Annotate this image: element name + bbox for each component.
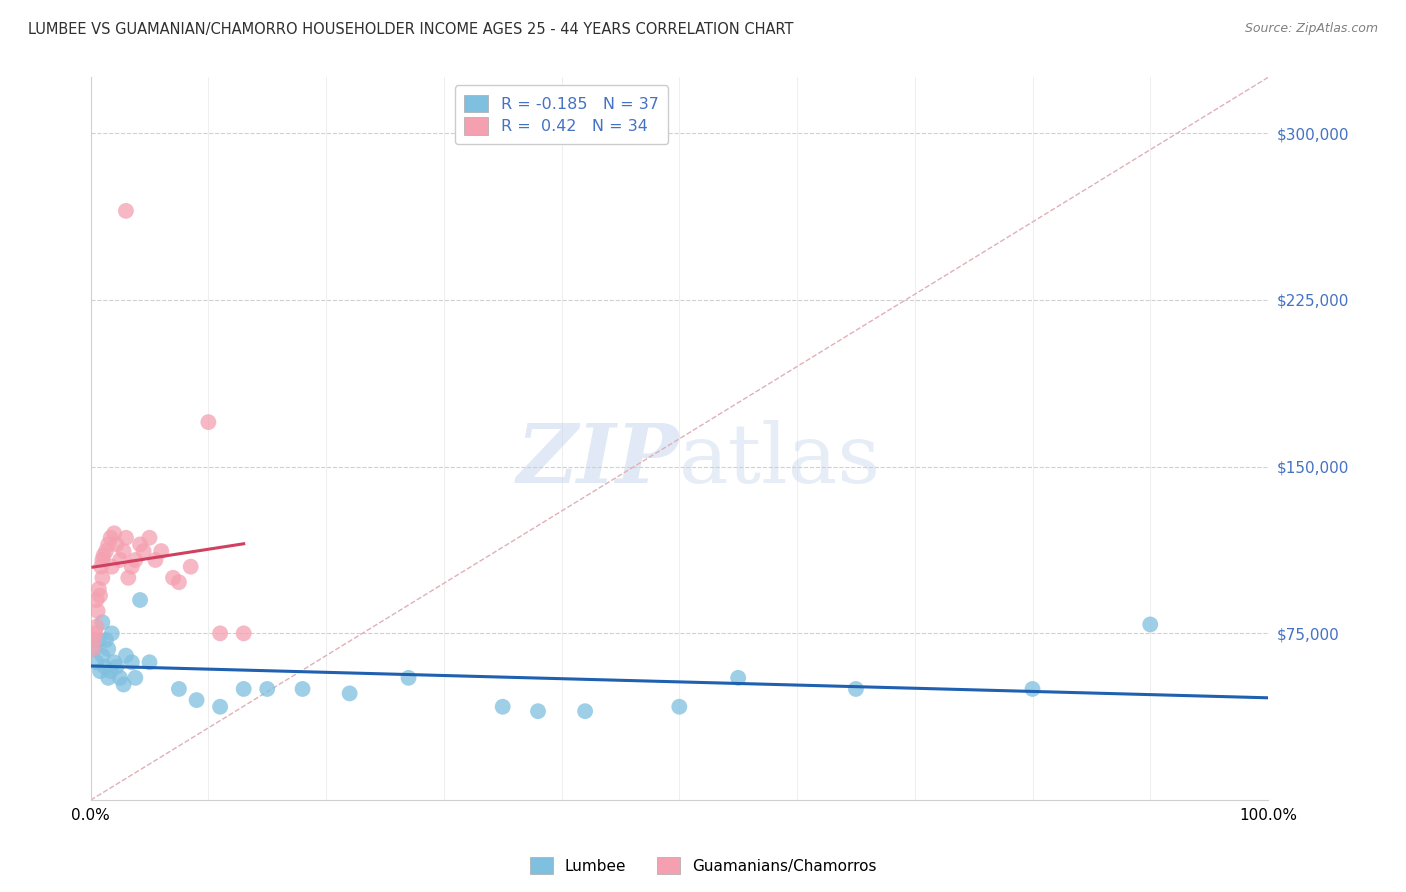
- Point: [167, 575, 190, 590]
- Point: [124, 553, 146, 567]
- Point: [138, 655, 160, 669]
- Point: [339, 686, 361, 700]
- Point: [97, 671, 120, 685]
- Point: [105, 537, 128, 551]
- Point: [112, 677, 135, 691]
- Point: [84, 626, 107, 640]
- Point: [112, 544, 135, 558]
- Point: [105, 659, 128, 673]
- Point: [94, 544, 117, 558]
- Point: [87, 633, 110, 648]
- Point: [89, 664, 111, 678]
- Point: [138, 531, 160, 545]
- Point: [91, 648, 114, 663]
- Point: [89, 589, 111, 603]
- Point: [115, 203, 138, 218]
- Point: [124, 671, 146, 685]
- Point: [232, 681, 254, 696]
- Point: [197, 415, 219, 429]
- Point: [668, 699, 690, 714]
- Point: [232, 626, 254, 640]
- Point: [101, 559, 124, 574]
- Point: [86, 593, 108, 607]
- Point: [103, 526, 125, 541]
- Point: [145, 553, 167, 567]
- Point: [398, 671, 420, 685]
- Point: [108, 671, 131, 685]
- Point: [291, 681, 314, 696]
- Point: [90, 559, 112, 574]
- Point: [162, 571, 184, 585]
- Text: atlas: atlas: [679, 420, 882, 500]
- Point: [132, 544, 155, 558]
- Point: [115, 531, 138, 545]
- Point: [103, 655, 125, 669]
- Point: [100, 664, 122, 678]
- Point: [121, 655, 143, 669]
- Point: [167, 681, 190, 696]
- Point: [129, 537, 152, 551]
- Point: [91, 553, 114, 567]
- Point: [574, 704, 596, 718]
- Point: [91, 571, 114, 585]
- Point: [93, 549, 115, 563]
- Point: [83, 642, 105, 657]
- Point: [115, 648, 138, 663]
- Point: [101, 626, 124, 640]
- Text: Source: ZipAtlas.com: Source: ZipAtlas.com: [1244, 22, 1378, 36]
- Point: [1021, 681, 1043, 696]
- Point: [256, 681, 278, 696]
- Point: [91, 615, 114, 630]
- Point: [86, 604, 108, 618]
- Point: [93, 659, 115, 673]
- Point: [86, 655, 108, 669]
- Point: [150, 544, 173, 558]
- Point: [86, 620, 108, 634]
- Text: LUMBEE VS GUAMANIAN/CHAMORRO HOUSEHOLDER INCOME AGES 25 - 44 YEARS CORRELATION C: LUMBEE VS GUAMANIAN/CHAMORRO HOUSEHOLDER…: [28, 22, 793, 37]
- Point: [100, 531, 122, 545]
- Text: ZIP: ZIP: [516, 420, 679, 500]
- Point: [87, 582, 110, 596]
- Point: [209, 699, 232, 714]
- Legend: R = -0.185   N = 37, R =  0.42   N = 34: R = -0.185 N = 37, R = 0.42 N = 34: [454, 86, 668, 145]
- Point: [727, 671, 749, 685]
- Point: [97, 537, 120, 551]
- Point: [845, 681, 868, 696]
- Point: [209, 626, 232, 640]
- Point: [1139, 617, 1161, 632]
- Point: [527, 704, 550, 718]
- Point: [83, 633, 105, 648]
- Point: [121, 559, 143, 574]
- Point: [94, 633, 117, 648]
- Point: [492, 699, 515, 714]
- Point: [129, 593, 152, 607]
- Point: [180, 559, 202, 574]
- Point: [108, 553, 131, 567]
- Point: [186, 693, 208, 707]
- Legend: Lumbee, Guamanians/Chamorros: Lumbee, Guamanians/Chamorros: [523, 851, 883, 880]
- Point: [117, 571, 139, 585]
- Point: [97, 642, 120, 657]
- Point: [82, 642, 104, 657]
